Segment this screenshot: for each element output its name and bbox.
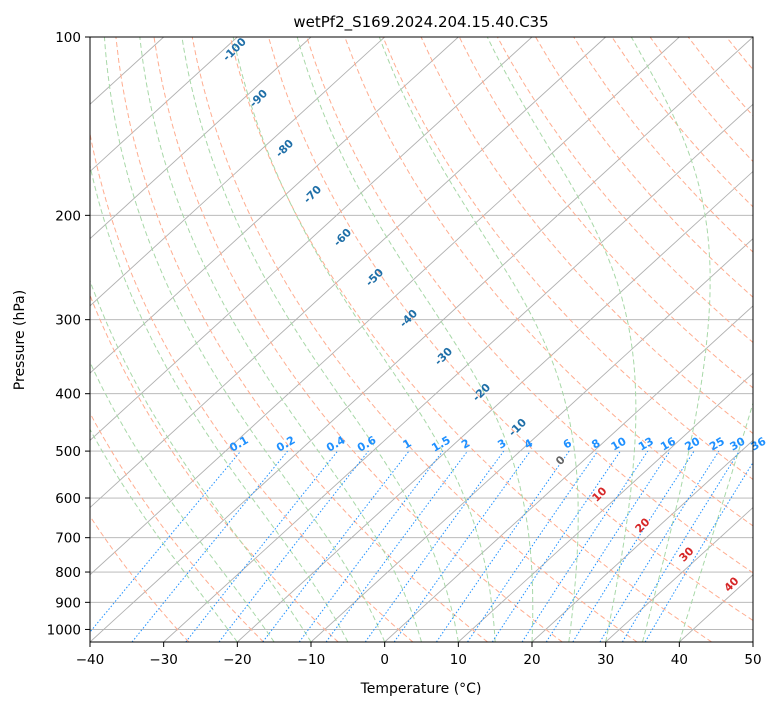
mixing-ratio-line: [644, 461, 753, 642]
dry-adiabat-line: [535, 37, 753, 298]
isotherm-line: [90, 37, 312, 240]
moist-adiabat-line: [90, 163, 349, 642]
moist-adiabat-line: [181, 37, 459, 642]
mixing-ratio-line: [325, 450, 468, 642]
moist-adiabat-line: [378, 37, 579, 642]
mixing-ratio-line: [364, 450, 505, 642]
mixing-ratio-line: [435, 450, 570, 642]
mixing-ratio-line: [491, 450, 621, 642]
moist-adiabat-line: [139, 37, 422, 642]
mixing-ratio-line: [218, 450, 369, 642]
mixing-ratio-line: [467, 450, 599, 642]
moist-adiabat-line: [630, 37, 711, 642]
y-tick-label: 100: [55, 30, 81, 46]
chart-title: wetPf2_S169.2024.204.15.40.C35: [293, 13, 548, 32]
x-tick-label: 10: [450, 652, 467, 668]
mixing-ratio-line: [545, 450, 671, 642]
dry-adiabat-line: [496, 37, 753, 344]
dry-adiabat-line: [344, 37, 753, 527]
y-tick-label: 500: [55, 444, 81, 460]
x-tick-label: 40: [671, 652, 688, 668]
y-tick-label: 1000: [47, 622, 81, 638]
x-tick-label: 20: [523, 652, 540, 668]
mixing-ratio-line: [131, 450, 288, 642]
plot-frame: [89, 36, 754, 643]
isotherm-line: [90, 37, 606, 509]
isotherm-line: [531, 439, 753, 642]
y-tick-label: 800: [55, 565, 81, 581]
isotherm-line: [90, 37, 459, 374]
isotherm-line: [163, 103, 753, 642]
isotherm-line: [90, 37, 385, 307]
x-tick-label: 0: [380, 652, 389, 668]
isotherm-line: [90, 37, 238, 173]
mixing-ratio-line: [262, 450, 410, 642]
isotherm-line: [384, 305, 753, 642]
dry-adiabat-line: [382, 37, 753, 481]
mixing-ratio-line: [572, 450, 695, 642]
dry-adiabat-line: [306, 37, 753, 574]
x-tick-label: −20: [223, 652, 252, 668]
x-tick-label: −10: [297, 652, 326, 668]
mixing-ratio-line: [393, 450, 531, 642]
moist-adiabat-line: [90, 428, 238, 642]
isotherm-line: [458, 372, 753, 642]
moist-adiabat-line: [90, 361, 275, 642]
moist-adiabat-line: [486, 37, 637, 642]
y-tick-label: 200: [55, 208, 81, 224]
isotherm-line: [237, 170, 753, 642]
dry-adiabat-line: [268, 37, 753, 622]
dry-adiabat-line: [229, 37, 712, 642]
y-axis-label: Pressure (hPa): [12, 290, 28, 390]
x-tick-label: −40: [76, 652, 105, 668]
mixing-ratio-line: [521, 450, 649, 642]
y-tick-label: 700: [55, 531, 81, 547]
y-tick-label: 400: [55, 387, 81, 403]
x-tick-label: −30: [149, 652, 178, 668]
moist-adiabat-line: [232, 37, 496, 642]
y-tick-label: 600: [55, 491, 81, 507]
background-lines: [90, 37, 753, 642]
mixing-ratio-line: [599, 450, 720, 642]
moist-adiabat-line: [296, 37, 534, 642]
isotherm-line: [605, 506, 753, 642]
isotherm-line: [90, 37, 680, 576]
dry-adiabat-line: [90, 131, 414, 642]
mixing-ratio-line: [298, 450, 444, 642]
axis-ticks: −40 −30 −20 −10 0 10 20 30 40 50 100 200 300 400 500 60…: [47, 30, 762, 668]
y-tick-label: 300: [55, 313, 81, 329]
dry-adiabat-line: [90, 412, 264, 642]
x-axis-label: Temperature (°C): [360, 681, 482, 697]
dry-adiabat-line: [191, 37, 638, 642]
dry-adiabat-line: [420, 37, 753, 435]
mixing-ratio-line: [621, 450, 740, 642]
isotherm-line: [90, 37, 533, 441]
dry-adiabat-line: [115, 37, 488, 642]
x-tick-label: 50: [744, 652, 761, 668]
moist-adiabat-line: [678, 401, 753, 642]
dry-adiabat-line: [153, 37, 563, 642]
x-tick-label: 30: [597, 652, 614, 668]
y-tick-label: 900: [55, 595, 81, 611]
